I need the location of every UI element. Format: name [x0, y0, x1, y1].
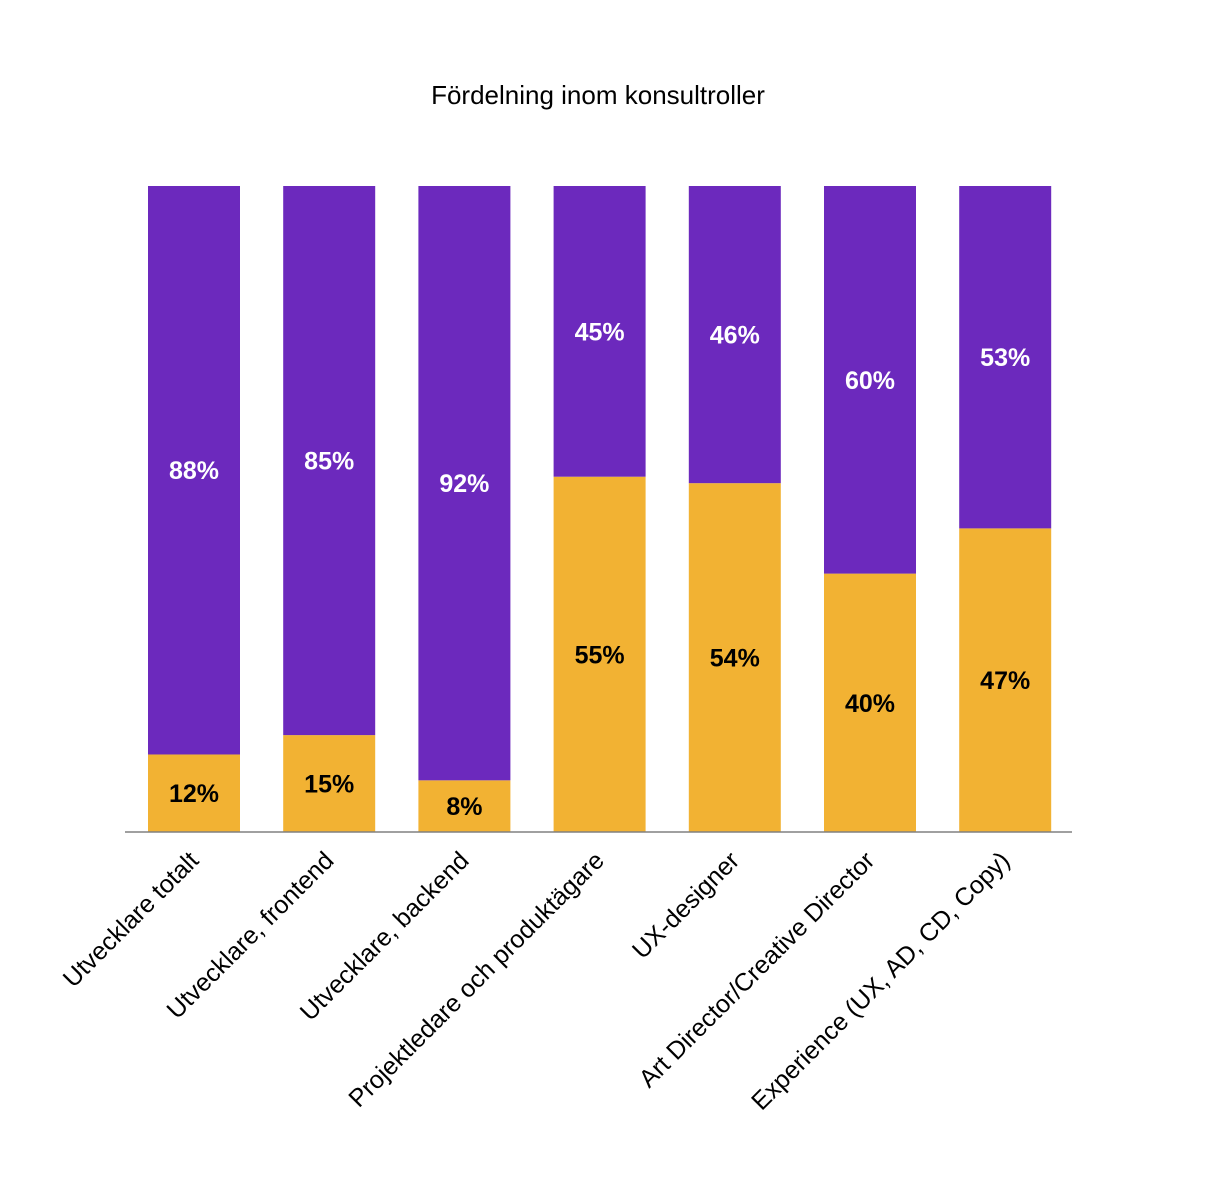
category-label-5: UX-designer: [627, 846, 745, 964]
data-label-1-3: 8%: [446, 793, 482, 821]
data-label-1-5: 54%: [710, 645, 760, 673]
bar-segment-2-3: [418, 186, 511, 781]
bar-segment-2-6: [824, 186, 916, 574]
bar-segment-2-7: [959, 186, 1052, 529]
data-label-2-2: 85%: [304, 448, 354, 476]
chart-title: Fördelning inom konsultroller: [431, 80, 765, 110]
bar-segment-1-5: [688, 483, 781, 832]
data-label-1-1: 12%: [169, 780, 219, 808]
data-label-2-5: 46%: [710, 322, 760, 350]
category-label-6: Art Director/Creative Director: [634, 846, 881, 1093]
category-label-7: Experience (UX, AD, CD, Copy): [746, 846, 1015, 1115]
bar-segment-2-5: [688, 186, 781, 484]
bar-segment-2-1: [148, 186, 240, 755]
bar-segment-2-2: [283, 186, 376, 736]
data-label-2-3: 92%: [439, 470, 489, 498]
category-label-1: Utvecklare totalt: [58, 846, 205, 993]
bar-segment-1-2: [283, 735, 376, 832]
data-label-2-4: 45%: [575, 318, 625, 346]
data-label-2-7: 53%: [980, 344, 1030, 372]
bar-segment-1-7: [959, 528, 1052, 832]
bar-segment-2-4: [553, 186, 646, 477]
value-labels-group: 12% 88% 15% 85% 8% 92% 55% 45% 54% 46% 40% 60% 47% 53…: [169, 318, 1030, 821]
data-label-1-2: 15%: [304, 771, 354, 799]
bar-segment-1-6: [824, 573, 916, 832]
category-label-4: Projektledare och produktägare: [343, 846, 609, 1112]
bar-segment-1-3: [418, 780, 511, 832]
data-label-2-6: 60%: [845, 367, 895, 395]
bar-segment-1-4: [553, 476, 646, 832]
data-label-1-4: 55%: [575, 641, 625, 669]
data-label-1-6: 40%: [845, 690, 895, 718]
data-label-2-1: 88%: [169, 457, 219, 485]
bar-segment-1-1: [148, 754, 240, 832]
data-label-1-7: 47%: [980, 667, 1030, 695]
bars-group: [148, 186, 1052, 832]
